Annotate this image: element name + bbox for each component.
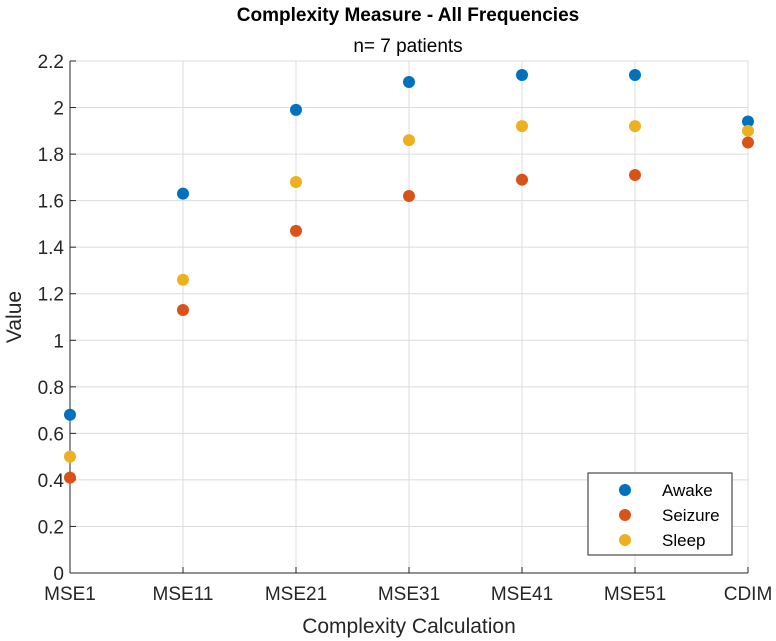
y-tick-label: 2 [53,99,64,120]
data-point-sleep [290,176,302,189]
data-points [64,68,754,484]
data-point-seizure [290,224,302,237]
chart-subtitle: n= 7 patients [353,36,462,57]
data-point-awake [290,103,302,116]
y-tick-label: 0 [53,564,64,585]
data-point-sleep [177,273,189,286]
x-tick-label: MSE31 [378,584,440,605]
x-tick-label: MSE41 [491,584,553,605]
chart-title: Complexity Measure - All Frequencies [237,5,579,26]
legend-marker-seizure [619,509,631,521]
data-point-seizure [64,471,76,484]
axes [69,60,749,574]
y-tick-labels: 0 0.2 0.4 0.6 0.8 1 1.2 1.4 1.6 1.8 2 2.2 [38,52,65,585]
x-axis-label: Complexity Calculation [302,615,516,638]
data-point-seizure [742,136,754,149]
data-point-awake [64,408,76,421]
y-tick-label: 1.6 [38,192,64,213]
y-tick-label: 1.8 [38,145,64,166]
legend-label-awake: Awake [662,481,713,500]
legend-label-sleep: Sleep [662,531,705,550]
y-tick-label: 1.2 [38,285,64,306]
x-tick-labels: MSE1 MSE11 MSE21 MSE31 MSE41 MSE51 CDIM [44,584,772,605]
x-tick-label: MSE21 [265,584,327,605]
data-point-seizure [177,304,189,317]
y-tick-label: 2.2 [38,52,64,73]
series-sleep [64,120,754,463]
series-awake [64,68,754,421]
y-tick-label: 0.8 [38,378,64,399]
x-tick-label: CDIM [724,584,773,605]
legend-box [587,472,733,556]
y-tick-label: 0.2 [38,517,64,538]
y-tick-label: 0.4 [38,471,65,492]
legend-marker-sleep [619,534,631,546]
data-point-awake [177,187,189,200]
data-point-awake [403,75,415,88]
data-point-sleep [403,134,415,147]
data-point-awake [516,68,528,81]
y-tick-label: 1.4 [38,238,65,259]
legend-label-seizure: Seizure [662,506,720,525]
x-tick-label: MSE1 [44,584,96,605]
data-point-seizure [629,169,641,182]
data-point-sleep [64,450,76,463]
y-tick-label: 1 [53,331,64,352]
legend-marker-awake [619,484,631,496]
data-point-seizure [516,173,528,186]
series-seizure [64,136,754,484]
y-axis-label: Value [3,291,26,343]
x-tick-label: MSE51 [604,584,666,605]
data-point-sleep [629,120,641,133]
x-tick-label: MSE11 [153,584,214,605]
data-point-seizure [403,189,415,202]
data-point-sleep [516,120,528,133]
data-point-sleep [742,124,754,137]
y-tick-label: 0.6 [38,424,64,445]
data-point-awake [742,115,754,128]
data-point-awake [629,68,641,81]
legend: Awake Seizure Sleep [587,472,733,556]
